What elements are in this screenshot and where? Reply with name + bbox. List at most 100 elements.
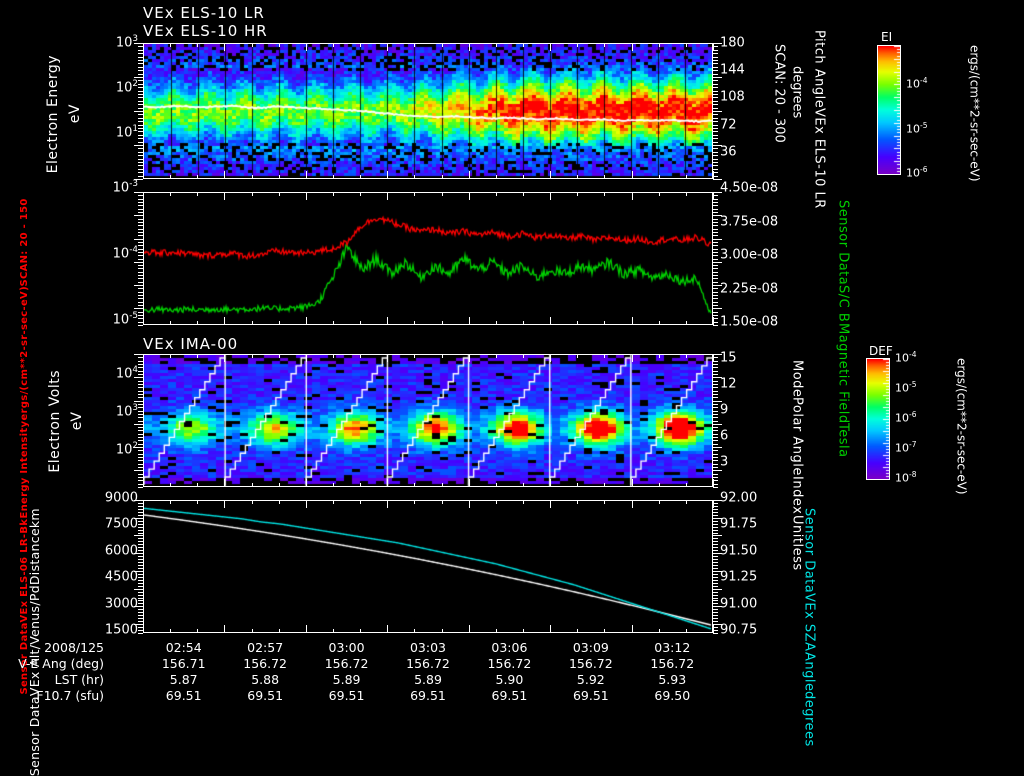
axis-tick-x <box>143 317 144 325</box>
colorbar1-units: ergs/(cm**2-sr-sec-eV) <box>967 45 982 182</box>
axis-tick <box>713 268 718 269</box>
panel2-plot-area[interactable] <box>143 192 713 325</box>
axis-tick <box>138 595 143 596</box>
axis-tick-x <box>577 629 578 633</box>
axis-tick <box>138 288 143 289</box>
axis-tick-x <box>279 321 280 325</box>
axis-tick-x-top <box>577 192 578 196</box>
panel2-ytick-0: 10-3 <box>112 179 138 196</box>
axis-tick-x <box>632 479 633 487</box>
axis-tick <box>134 111 143 112</box>
axis-tick <box>138 533 143 534</box>
axis-tick-x <box>143 479 144 487</box>
axis-tick-x-top <box>523 354 524 358</box>
axis-tick-x <box>469 479 470 487</box>
axis-tick <box>713 131 718 132</box>
axis-tick <box>713 374 718 375</box>
axis-tick <box>138 580 143 581</box>
axis-tick <box>713 118 718 119</box>
axis-tick-x <box>306 625 307 633</box>
axis-tick <box>138 430 143 431</box>
axis-tick-x <box>523 483 524 487</box>
axis-tick-x-top <box>143 500 144 508</box>
axis-tick <box>713 414 718 415</box>
axis-tick <box>713 417 718 418</box>
panel3-plot-area[interactable] <box>143 354 713 487</box>
axis-tick <box>138 474 143 475</box>
panel4-rtick-2: 91.50 <box>720 543 758 559</box>
axis-tick <box>713 302 718 303</box>
axis-tick-x-top <box>224 500 225 508</box>
axis-tick <box>713 212 718 213</box>
axis-tick <box>138 559 143 560</box>
axis-tick <box>138 450 143 451</box>
axis-tick <box>138 487 143 488</box>
axis-tick <box>713 464 718 465</box>
panel4-plot-area[interactable] <box>143 500 713 633</box>
axis-tick <box>713 325 718 326</box>
axis-tick-x-top <box>143 43 144 51</box>
axis-tick-x <box>360 175 361 179</box>
axis-tick-x-top <box>659 192 660 196</box>
panel2-rtick-0: 4.50e-08 <box>720 180 779 196</box>
axis-tick-x <box>197 629 198 633</box>
axis-tick <box>713 391 718 392</box>
axis-tick-x-top <box>442 500 443 504</box>
axis-tick-x-top <box>252 192 253 196</box>
axis-tick-x-top <box>686 500 687 504</box>
axis-tick <box>138 460 143 461</box>
axis-tick <box>713 74 718 75</box>
axis-tick-x <box>442 629 443 633</box>
axis-tick <box>713 430 718 431</box>
axis-tick-x <box>252 175 253 179</box>
table-time-1: 02:57 <box>247 640 284 655</box>
colorbar3-tick-2: 10-6 <box>895 409 917 425</box>
axis-tick-x <box>496 175 497 179</box>
axis-tick-x <box>523 175 524 179</box>
panel2-rtick-3: 2.25e-08 <box>720 281 779 296</box>
axis-tick-x-top <box>252 500 253 504</box>
axis-tick <box>138 541 143 542</box>
axis-tick-x <box>306 171 307 179</box>
colorbar3-units: ergs/(cm**2-sr-sec-eV) <box>954 358 969 495</box>
axis-tick-x <box>333 629 334 633</box>
axis-tick-x <box>387 625 388 633</box>
axis-tick-x <box>414 321 415 325</box>
axis-tick <box>138 592 143 593</box>
axis-tick <box>138 503 143 504</box>
axis-tick <box>713 547 718 548</box>
axis-tick-x <box>659 629 660 633</box>
axis-tick-x-top <box>659 500 660 504</box>
axis-tick <box>138 252 143 253</box>
axis-tick <box>138 434 143 435</box>
axis-tick <box>713 192 722 193</box>
axis-tick <box>713 318 718 319</box>
panel3-title: VEx IMA-00 <box>143 335 239 353</box>
axis-tick <box>138 544 143 545</box>
axis-tick-x-top <box>632 43 633 51</box>
axis-tick <box>138 305 143 306</box>
axis-tick <box>713 245 718 246</box>
axis-tick <box>713 565 718 566</box>
axis-tick <box>134 606 143 607</box>
axis-tick-x <box>306 317 307 325</box>
axis-tick <box>713 114 718 115</box>
axis-tick <box>138 195 143 196</box>
axis-tick-x-top <box>224 43 225 51</box>
axis-tick <box>713 315 718 316</box>
axis-tick <box>138 361 143 362</box>
table-lst-1: 5.88 <box>251 672 280 687</box>
panel1-plot-area[interactable] <box>143 43 713 179</box>
panel4-ytick-3: 4500 <box>104 569 138 585</box>
axis-tick <box>713 265 718 266</box>
axis-tick <box>713 630 718 631</box>
axis-tick-x-top <box>224 192 225 200</box>
axis-tick <box>134 239 143 240</box>
table-ve-ang-5: 156.72 <box>568 656 613 671</box>
table-f107-0: 69.51 <box>165 688 202 703</box>
axis-tick-x-top <box>387 43 388 51</box>
axis-tick <box>138 212 143 213</box>
axis-tick <box>138 94 143 95</box>
axis-tick <box>138 618 143 619</box>
axis-tick <box>138 565 143 566</box>
